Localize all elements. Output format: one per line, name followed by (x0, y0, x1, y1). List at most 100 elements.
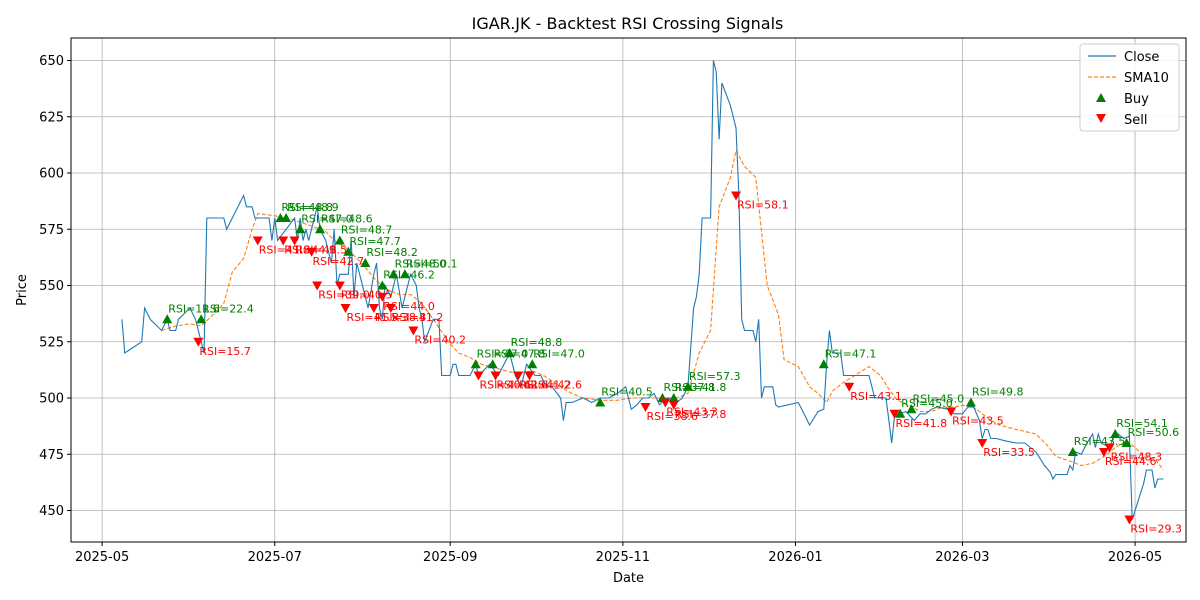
sell-marker (473, 371, 484, 381)
buy-marker (295, 224, 306, 234)
buy-rsi-label: RSI=11.6 (168, 302, 220, 315)
buy-rsi-label: RSI=48.6 (321, 212, 373, 225)
sell-rsi-label: RSI=41.8 (896, 417, 948, 430)
y-tick-label: 450 (39, 504, 64, 519)
buy-marker (334, 235, 345, 245)
buy-marker (682, 381, 693, 391)
sell-marker (844, 382, 855, 392)
sell-marker (513, 371, 524, 381)
sell-rsi-label: RSI=15.7 (199, 345, 251, 358)
sell-rsi-label: RSI=41.2 (519, 379, 571, 392)
buy-marker (1110, 429, 1121, 438)
sell-rsi-label: RSI=40.2 (414, 334, 466, 347)
buy-rsi-label: RSI=45.0 (912, 392, 964, 405)
buy-rsi-label: RSI=48.0 (395, 257, 447, 270)
sell-marker (660, 398, 671, 408)
x-tick-label: 2025-09 (423, 550, 477, 565)
buy-marker (281, 213, 292, 222)
sell-marker (668, 400, 679, 410)
signal-layer: RSI=11.6RSI=22.4RSI=48.8RSI=48.9RSI=47.0… (162, 191, 1182, 536)
buy-rsi-label: RSI=47.0 (477, 347, 529, 360)
y-axis-title: Price (15, 274, 30, 306)
tick-layer: 2025-05 2025-07 2025-09 2025-11 2026-01 2026-… (39, 54, 1162, 565)
legend-sma-label: SMA10 (1124, 71, 1169, 86)
buy-marker (360, 258, 371, 267)
y-tick-label: 575 (39, 223, 64, 238)
buy-rsi-label: RSI=48.8 (281, 201, 333, 214)
buy-rsi-label: RSI=47.7 (349, 235, 401, 248)
buy-marker (162, 314, 173, 324)
sell-marker (490, 371, 501, 381)
buy-marker (399, 269, 410, 279)
grid (71, 38, 1186, 542)
sell-marker (731, 191, 742, 201)
buy-marker (895, 408, 906, 418)
sell-marker (368, 304, 379, 313)
sell-marker (306, 247, 317, 257)
buy-rsi-label: RSI=49.8 (972, 386, 1024, 399)
sell-rsi-label: RSI=42.7 (313, 255, 365, 268)
sell-rsi-label: RSI=43.5 (952, 415, 1004, 428)
chart-title: IGAR.JK - Backtest RSI Crossing Signals (472, 14, 784, 33)
sell-marker (1098, 448, 1109, 457)
buy-marker (818, 359, 829, 369)
sma10-line (161, 148, 1164, 471)
sell-marker (289, 236, 300, 246)
buy-rsi-label: RSI=50.6 (1128, 426, 1180, 439)
sell-rsi-label: RSI=33.5 (983, 446, 1035, 459)
buy-marker (470, 359, 481, 369)
buy-marker (377, 280, 388, 290)
sell-rsi-label: RSI=40.5 (341, 289, 393, 302)
buy-rsi-label: RSI=54.1 (1116, 417, 1168, 430)
legend-box (1079, 43, 1180, 132)
legend-close-label: Close (1124, 50, 1159, 65)
x-tick-label: 2025-05 (75, 550, 129, 565)
sell-marker (1124, 515, 1135, 525)
sell-marker (977, 439, 988, 448)
buy-rsi-label: RSI=48.8 (511, 336, 563, 349)
sell-marker (334, 281, 345, 291)
sell-rsi-label: RSI=58.1 (737, 199, 789, 212)
sell-marker (278, 236, 289, 246)
x-tick-label: 2025-07 (248, 550, 302, 565)
buy-rsi-label: RSI=48.9 (287, 201, 339, 214)
buy-marker (315, 224, 326, 234)
buy-rsi-label: RSI=47.0 (533, 347, 585, 360)
sell-rsi-label: RSI=41.2 (392, 311, 444, 324)
sell-rsi-label: RSI=38.3 (375, 311, 427, 324)
y-tick-label: 525 (39, 335, 64, 350)
buy-marker (343, 246, 354, 256)
sell-marker (377, 292, 388, 302)
sell-marker (385, 304, 396, 313)
legend: Close SMA10 Buy Sell (1079, 43, 1180, 132)
sell-marker (946, 407, 957, 417)
sell-marker (340, 304, 351, 313)
x-tick-label: 2026-05 (1108, 550, 1162, 565)
x-tick-label: 2026-01 (768, 550, 822, 565)
sell-rsi-label: RSI=40.6 (480, 379, 532, 392)
sell-marker (312, 281, 323, 291)
buy-rsi-label: RSI=50.1 (406, 257, 458, 270)
sell-rsi-label: RSI=48.5 (296, 244, 348, 257)
legend-sell-marker (1096, 114, 1106, 123)
sell-marker (193, 337, 204, 347)
sell-marker (524, 371, 535, 381)
y-tick-label: 625 (39, 110, 64, 125)
buy-marker (1067, 447, 1078, 456)
buy-rsi-label: RSI=45.0 (901, 397, 953, 410)
buy-marker (504, 348, 515, 357)
sell-marker (252, 236, 263, 246)
buy-rsi-label: RSI=48.7 (341, 224, 393, 237)
y-tick-label: 550 (39, 279, 64, 294)
x-tick-label: 2025-11 (596, 550, 650, 565)
sell-marker (408, 326, 419, 336)
x-axis-title: Date (613, 571, 644, 586)
buy-rsi-label: RSI=57.3 (689, 370, 741, 383)
sell-marker (1104, 443, 1115, 453)
sell-rsi-label: RSI=41.5 (347, 311, 399, 324)
sell-rsi-label: RSI=44.0 (383, 300, 435, 313)
sell-rsi-label: RSI=41.8 (259, 244, 311, 257)
buy-marker (388, 269, 399, 279)
buy-rsi-label: RSI=47.0 (301, 212, 353, 225)
